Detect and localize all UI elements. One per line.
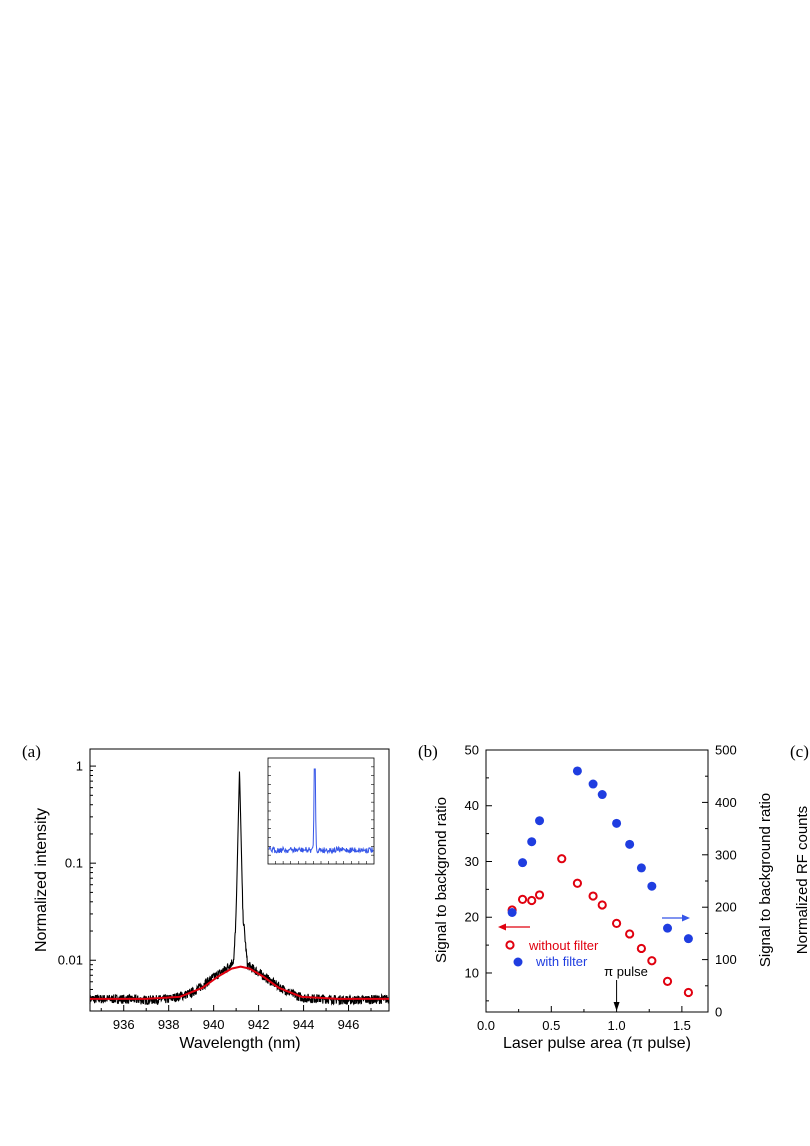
- x-tick-label: 946: [338, 1017, 360, 1032]
- panel-c-y-axis-label: Normalized RF counts: [794, 806, 810, 954]
- panel-b-pi-pulse-annotation: π pulse: [604, 964, 648, 1011]
- x-tick-label: 938: [158, 1017, 180, 1032]
- panel-b-legend: without filter with filter: [505, 938, 599, 969]
- without-filter-point: [611, 918, 622, 928]
- right-y-tick-label: 500: [715, 743, 737, 758]
- x-tick-label: 1.5: [673, 1018, 691, 1033]
- left-y-tick-label: 50: [465, 743, 479, 758]
- without-filter-point: [557, 854, 567, 864]
- x-tick-label: 944: [293, 1017, 315, 1032]
- without-filter-point: [636, 943, 647, 954]
- with-filter-point: [683, 934, 693, 944]
- panel-b-data-points: [507, 766, 694, 998]
- without-filter-point: [572, 878, 583, 888]
- without-filter-point: [662, 976, 673, 986]
- left-y-tick-label: 20: [465, 910, 479, 925]
- without-filter-point: [683, 987, 694, 998]
- without-filter-point: [597, 900, 607, 910]
- panel-b-left-y-axis-label: Signal to backgrond ratio: [433, 797, 450, 963]
- with-filter-point: [647, 881, 657, 891]
- panel-a-y-ticks: 1 0.1 0.01: [58, 759, 96, 1012]
- with-filter-point: [535, 816, 545, 826]
- right-y-tick-label: 200: [715, 900, 737, 915]
- panel-a-plot-frame: [89, 748, 390, 1012]
- y-tick-label: 1: [76, 759, 83, 774]
- x-tick-label: 0.5: [542, 1018, 560, 1033]
- without-filter-point: [534, 890, 545, 900]
- legend-without-filter-label: without filter: [528, 938, 599, 953]
- panel-b-right-y-ticks: 0 100 200 300 400 500: [702, 743, 737, 1020]
- without-filter-point: [625, 929, 635, 939]
- panel-a-inset-frame: [267, 757, 375, 865]
- left-y-tick-label: 30: [465, 854, 479, 869]
- panel-c: (c) Normalized RF counts: [790, 742, 810, 954]
- panel-c-label: (c): [790, 742, 809, 761]
- panel-b: (b) 0.0 0.5 1.0 1.5 10 20 30 40 50 0 100 200 300 40…: [418, 742, 774, 1052]
- x-tick-label: 1.0: [608, 1018, 626, 1033]
- with-filter-point: [572, 766, 582, 776]
- left-y-tick-label: 40: [465, 798, 479, 813]
- panel-b-x-axis-label: Laser pulse area (π pulse): [503, 1035, 691, 1052]
- y-tick-label: 0.1: [65, 856, 83, 871]
- left-y-tick-label: 10: [465, 965, 479, 980]
- with-filter-point: [612, 818, 622, 828]
- without-filter-point: [647, 956, 657, 966]
- x-tick-label: 942: [248, 1017, 270, 1032]
- with-filter-point: [527, 837, 537, 847]
- panel-b-left-axis-arrow: [498, 923, 530, 931]
- legend-without-filter-marker: [505, 940, 515, 950]
- with-filter-point: [518, 858, 528, 868]
- with-filter-point: [588, 779, 598, 789]
- with-filter-point: [507, 907, 517, 917]
- panel-a-x-ticks: 936 938 940 942 944 946: [100, 1005, 372, 1032]
- with-filter-point: [597, 790, 607, 800]
- without-filter-point: [527, 895, 537, 906]
- x-tick-label: 936: [113, 1017, 135, 1032]
- panel-a-label: (a): [22, 742, 41, 761]
- with-filter-point: [636, 863, 646, 873]
- with-filter-point: [663, 923, 673, 933]
- panel-b-left-y-ticks: 10 20 30 40 50: [465, 743, 492, 1002]
- panel-b-label: (b): [418, 742, 438, 761]
- y-tick-label: 0.01: [58, 953, 83, 968]
- without-filter-point: [588, 891, 598, 901]
- legend-with-filter-label: with filter: [535, 954, 588, 969]
- right-y-tick-label: 400: [715, 795, 737, 810]
- panel-b-plot-frame: [485, 749, 709, 1013]
- panel-a-y-axis-label: Normalized intensity: [33, 808, 50, 952]
- x-tick-label: 0.0: [477, 1018, 495, 1033]
- legend-with-filter-marker: [513, 957, 523, 967]
- without-filter-point: [517, 894, 528, 904]
- pi-pulse-label: π pulse: [604, 964, 648, 979]
- panel-a-x-axis-label: Wavelength (nm): [179, 1035, 300, 1052]
- right-y-tick-label: 300: [715, 847, 737, 862]
- panel-a: (a) 936 938 940 942 944 946 1 0.1 0.01 Waveleng…: [22, 742, 390, 1052]
- panel-b-right-y-axis-label: Signal to background ratio: [757, 793, 774, 967]
- panel-a-inset-ticks: [268, 766, 374, 864]
- panel-a-inset-blue-line: [268, 768, 374, 855]
- right-y-tick-label: 0: [715, 1005, 722, 1020]
- panel-b-right-axis-arrow: [662, 914, 690, 922]
- right-y-tick-label: 100: [715, 952, 737, 967]
- panel-b-x-ticks: 0.0 0.5 1.0 1.5: [477, 1006, 691, 1033]
- panel-a-red-fit-line: [90, 965, 389, 1000]
- with-filter-point: [625, 839, 635, 849]
- panel-a-inset: [267, 757, 375, 865]
- x-tick-label: 940: [203, 1017, 225, 1032]
